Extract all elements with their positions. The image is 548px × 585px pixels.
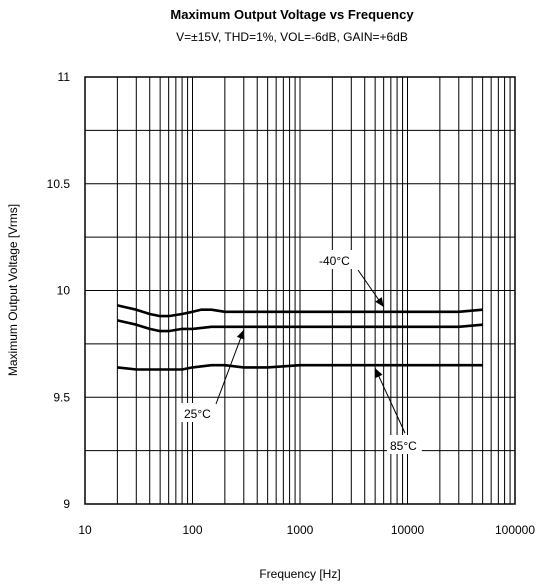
annotation-label: 85°C xyxy=(390,439,417,453)
series-line xyxy=(117,304,483,318)
series-line xyxy=(117,319,483,333)
annotation-arrow-line xyxy=(374,368,406,434)
y-axis-label: Maximum Output Voltage [Vrms] xyxy=(6,204,20,376)
grid xyxy=(85,77,515,504)
y-tick-label: 10.5 xyxy=(47,177,71,191)
annotation-arrowhead xyxy=(375,368,383,379)
x-tick-label: 1000 xyxy=(287,523,314,537)
annotations: -40°C 25°C 85°C xyxy=(181,250,422,454)
annotation-label-bg xyxy=(316,250,358,269)
x-tick-label: 100000 xyxy=(495,523,535,537)
chart-subtitle: V=±15V, THD=1%, VOL=-6dB, GAIN=+6dB xyxy=(176,30,408,44)
annotation-label: 25°C xyxy=(184,407,211,421)
x-tick-label: 10 xyxy=(78,523,92,537)
y-tick-label: 11 xyxy=(58,70,71,84)
plot-frame xyxy=(84,76,516,505)
annotation-label-bg xyxy=(387,435,422,454)
annotation-label: -40°C xyxy=(319,254,350,268)
y-tick-label: 10 xyxy=(57,284,71,298)
y-tick-label: 9 xyxy=(63,497,70,511)
x-axis-label: Frequency [Hz] xyxy=(259,567,340,581)
series-line xyxy=(117,363,483,371)
x-tick-label: 100 xyxy=(182,523,202,537)
annotation-arrow-line xyxy=(215,329,245,405)
tick-labels: 10 100 1000 10000 100000 9 9.5 10 10.5 11 xyxy=(47,70,536,537)
annotation-arrowhead xyxy=(236,329,245,340)
x-tick-label: 10000 xyxy=(391,523,425,537)
y-tick-label: 9.5 xyxy=(53,390,70,404)
chart-title: Maximum Output Voltage vs Frequency xyxy=(170,7,414,22)
annotation-arrowhead xyxy=(375,297,384,307)
series-group xyxy=(117,304,483,371)
annotation-label-bg xyxy=(181,403,216,422)
